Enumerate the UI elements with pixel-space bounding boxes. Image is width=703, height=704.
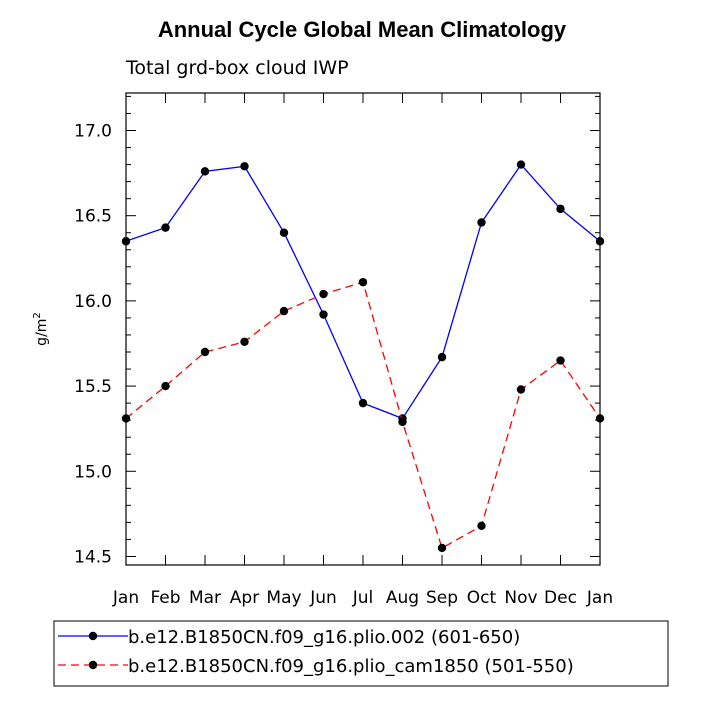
series-2-point bbox=[556, 356, 565, 365]
x-tick-label: Oct bbox=[467, 588, 497, 608]
y-tick-label: 15.5 bbox=[74, 377, 112, 397]
chart-subtitle: Total grd-box cloud IWP bbox=[125, 57, 349, 79]
axes: 14.5 15.0 15.5 16.0 16.5 17.0 Jan Feb Mar Apr May J… bbox=[32, 92, 613, 608]
series-1-point bbox=[437, 352, 447, 362]
x-tick-label: Jan bbox=[586, 588, 613, 608]
series-2-point bbox=[358, 277, 368, 287]
legend: b.e12.B1850CN.f09_g16.plio.002 (601-650)… bbox=[53, 620, 669, 687]
x-tick-label: Jun bbox=[309, 588, 337, 608]
series-2-point bbox=[240, 337, 249, 346]
x-tick-label: Jan bbox=[112, 588, 139, 608]
y-axis-label: g/m2 bbox=[32, 312, 50, 346]
legend-box bbox=[53, 620, 669, 687]
series-2-point bbox=[437, 543, 447, 553]
series-2-point bbox=[121, 414, 131, 423]
y-tick-label: 16.5 bbox=[74, 207, 112, 227]
y-tick-label: 16.0 bbox=[74, 292, 112, 312]
y-tick-label: 17.0 bbox=[74, 121, 112, 141]
x-tick-label: Jul bbox=[352, 588, 374, 608]
legend-marker-2 bbox=[88, 660, 98, 670]
series-1-point bbox=[279, 228, 289, 237]
series-2-point bbox=[279, 306, 289, 316]
chart-title: Annual Cycle Global Mean Climatology bbox=[158, 17, 567, 42]
x-tick-label: Aug bbox=[386, 588, 419, 608]
x-tick-label: Feb bbox=[150, 588, 180, 608]
series-1-point bbox=[556, 204, 565, 214]
series-2-point bbox=[595, 414, 605, 423]
x-tick-label: Apr bbox=[230, 588, 259, 608]
series-2-point bbox=[319, 289, 328, 299]
y-tick-label: 14.5 bbox=[74, 547, 112, 567]
y-tick-label: 15.0 bbox=[74, 462, 112, 482]
series-line-2 bbox=[125, 281, 601, 549]
series-layer bbox=[121, 160, 605, 553]
series-1-point bbox=[595, 237, 605, 246]
series-line-1 bbox=[125, 163, 601, 420]
legend-marker-1 bbox=[88, 631, 98, 641]
legend-label-1: b.e12.B1850CN.f09_g16.plio.002 (601-650) bbox=[128, 627, 520, 648]
series-1-point bbox=[240, 162, 249, 171]
series-2-point bbox=[477, 521, 486, 531]
series-1-point bbox=[477, 218, 486, 227]
x-tick-label: May bbox=[266, 588, 301, 608]
legend-label-2: b.e12.B1850CN.f09_g16.plio_cam1850 (501-… bbox=[128, 656, 574, 677]
x-tick-label: Mar bbox=[189, 588, 221, 608]
x-tick-label: Dec bbox=[544, 588, 577, 608]
series-1-point bbox=[200, 167, 210, 176]
series-2-point bbox=[398, 417, 407, 427]
x-tick-label: Sep bbox=[426, 588, 458, 608]
series-2-point bbox=[161, 381, 170, 391]
series-2-point bbox=[200, 347, 210, 357]
plot-frame bbox=[125, 92, 601, 566]
x-tick-label: Nov bbox=[504, 588, 537, 608]
series-1-point bbox=[516, 160, 526, 169]
series-1-point bbox=[161, 223, 170, 232]
series-1-point bbox=[358, 398, 368, 408]
series-2-point bbox=[516, 385, 526, 394]
series-1-point bbox=[121, 237, 131, 246]
series-1-point bbox=[319, 310, 328, 319]
